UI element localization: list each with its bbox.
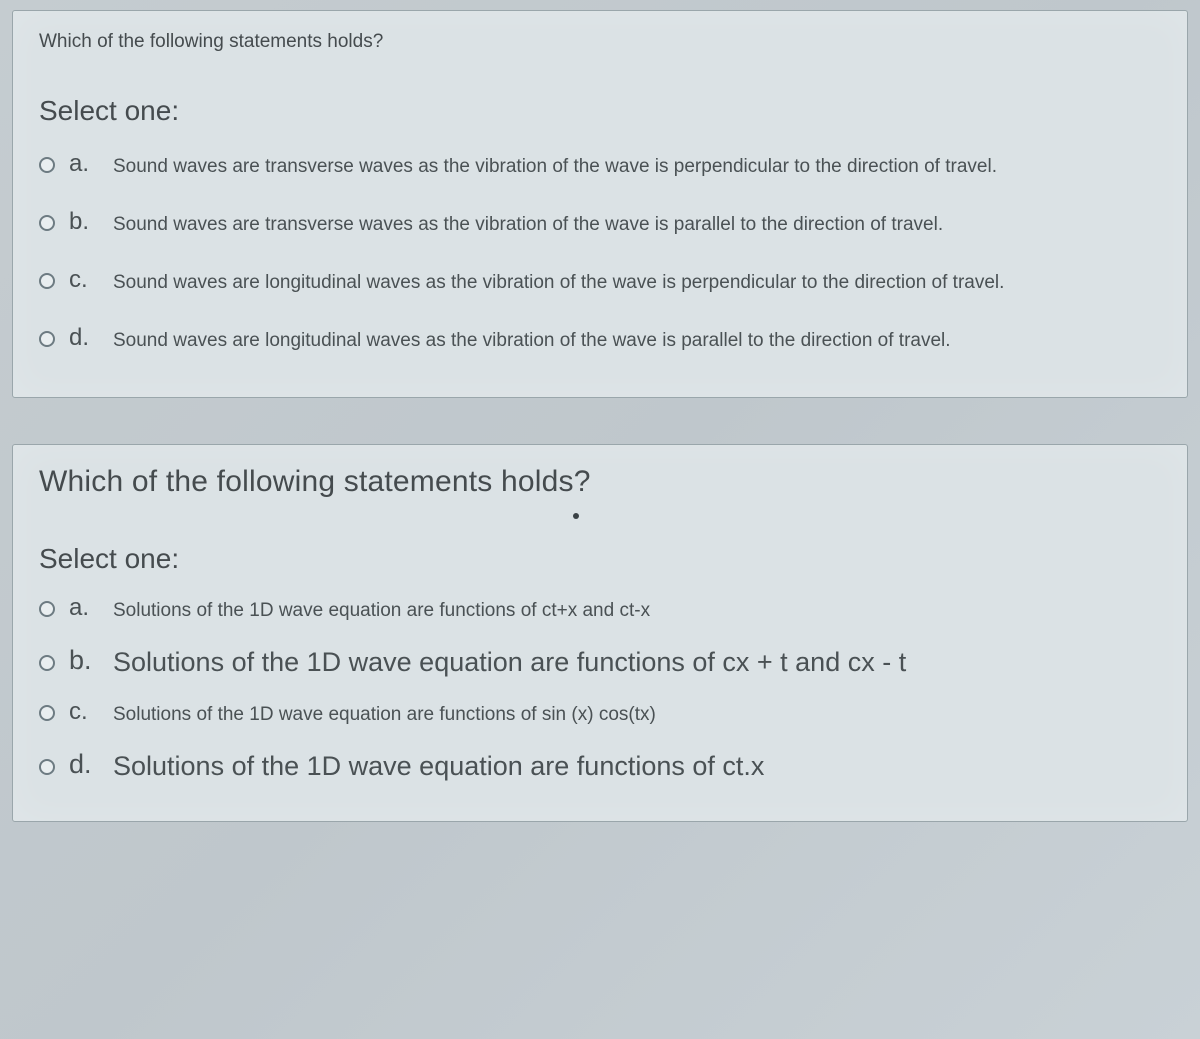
option-letter: a. — [69, 151, 99, 177]
option-letter: c. — [69, 699, 99, 725]
dot-icon — [573, 513, 579, 519]
option-a[interactable]: a. Solutions of the 1D wave equation are… — [39, 585, 1161, 635]
option-c[interactable]: c. Solutions of the 1D wave equation are… — [39, 689, 1161, 739]
radio-icon[interactable] — [39, 331, 55, 347]
option-text: Solutions of the 1D wave equation are fu… — [113, 699, 656, 729]
option-b[interactable]: b. Sound waves are transverse waves as t… — [39, 195, 1161, 253]
option-text: Solutions of the 1D wave equation are fu… — [113, 595, 650, 625]
option-letter: d. — [69, 749, 99, 779]
radio-icon[interactable] — [39, 655, 55, 671]
radio-icon[interactable] — [39, 273, 55, 289]
select-one-label: Select one: — [39, 543, 1161, 575]
option-text: Solutions of the 1D wave equation are fu… — [113, 645, 906, 679]
question-text: Which of the following statements holds? — [39, 31, 1161, 53]
radio-icon[interactable] — [39, 759, 55, 775]
option-text: Sound waves are transverse waves as the … — [113, 151, 997, 181]
radio-icon[interactable] — [39, 705, 55, 721]
radio-icon[interactable] — [39, 215, 55, 231]
option-letter: c. — [69, 267, 99, 293]
select-one-label: Select one: — [39, 95, 1161, 127]
option-text: Sound waves are longitudinal waves as th… — [113, 325, 951, 355]
radio-icon[interactable] — [39, 601, 55, 617]
option-c[interactable]: c. Sound waves are longitudinal waves as… — [39, 253, 1161, 311]
option-b[interactable]: b. Solutions of the 1D wave equation are… — [39, 635, 1161, 689]
question-box-1: Which of the following statements holds?… — [12, 10, 1188, 398]
question-box-2: Which of the following statements holds?… — [12, 444, 1188, 822]
option-d[interactable]: d. Solutions of the 1D wave equation are… — [39, 739, 1161, 793]
radio-icon[interactable] — [39, 157, 55, 173]
option-letter: b. — [69, 209, 99, 235]
quiz-screen: Which of the following statements holds?… — [0, 0, 1200, 1039]
question-text: Which of the following statements holds? — [39, 465, 1161, 499]
option-text: Solutions of the 1D wave equation are fu… — [113, 749, 764, 783]
option-letter: a. — [69, 595, 99, 621]
option-d[interactable]: d. Sound waves are longitudinal waves as… — [39, 311, 1161, 369]
option-letter: b. — [69, 645, 99, 675]
option-a[interactable]: a. Sound waves are transverse waves as t… — [39, 137, 1161, 195]
option-text: Sound waves are longitudinal waves as th… — [113, 267, 1004, 297]
options-list: a. Solutions of the 1D wave equation are… — [39, 585, 1161, 793]
options-list: a. Sound waves are transverse waves as t… — [39, 137, 1161, 369]
option-letter: d. — [69, 325, 99, 351]
option-text: Sound waves are transverse waves as the … — [113, 209, 943, 239]
